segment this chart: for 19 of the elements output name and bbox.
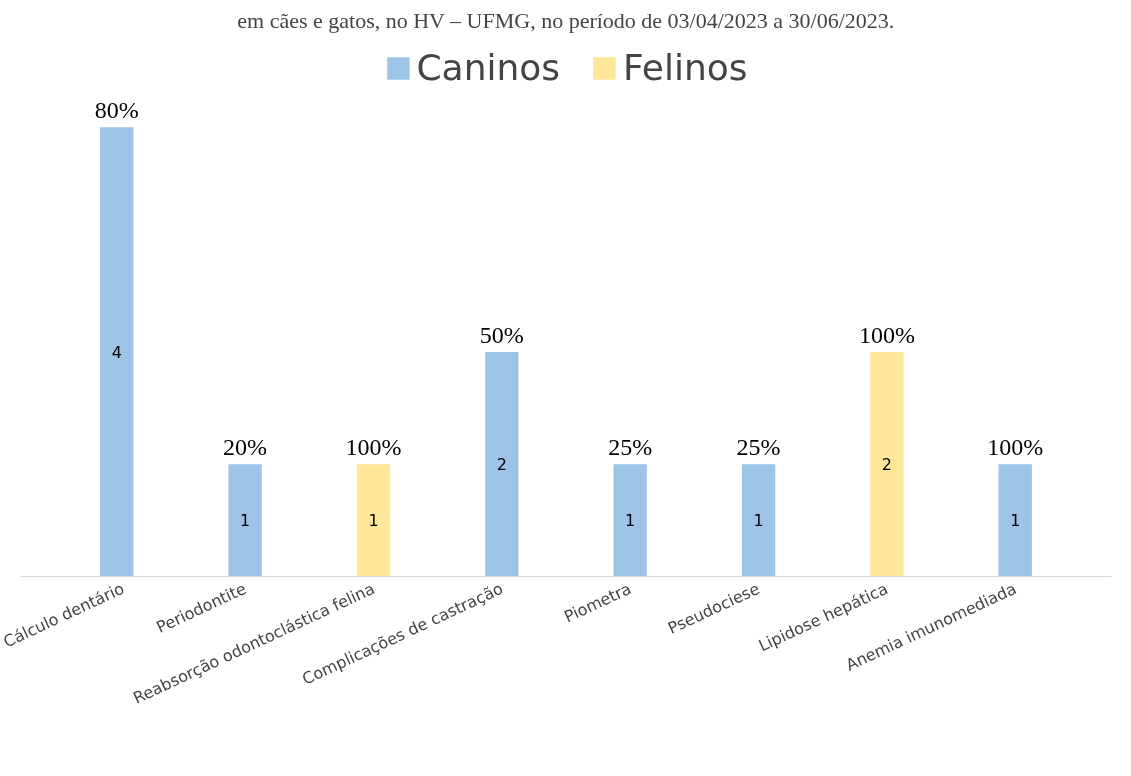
legend-label: Caninos xyxy=(416,47,561,88)
annotation: 100% xyxy=(987,434,1044,461)
annotation: 20% xyxy=(223,434,268,461)
annotation: 80% xyxy=(94,97,139,124)
data-label: 1 xyxy=(368,511,379,531)
data-label: 2 xyxy=(496,455,507,475)
annotation: 25% xyxy=(608,434,653,461)
chart-title: em cães e gatos, no HV – UFMG, no período de 03/04/2023 a 30/06/2023. xyxy=(237,7,895,33)
data-label: 2 xyxy=(881,455,892,475)
data-label: 1 xyxy=(625,511,636,531)
annotation: 100% xyxy=(858,321,915,348)
annotation: 25% xyxy=(736,434,781,461)
legend-label: Felinos xyxy=(623,47,748,88)
data-label: 4 xyxy=(111,342,122,362)
data-label: 1 xyxy=(753,511,764,531)
annotation: 50% xyxy=(479,321,524,348)
annotation: 100% xyxy=(345,434,402,461)
data-label: 1 xyxy=(240,511,251,531)
data-label: 1 xyxy=(1010,511,1021,531)
